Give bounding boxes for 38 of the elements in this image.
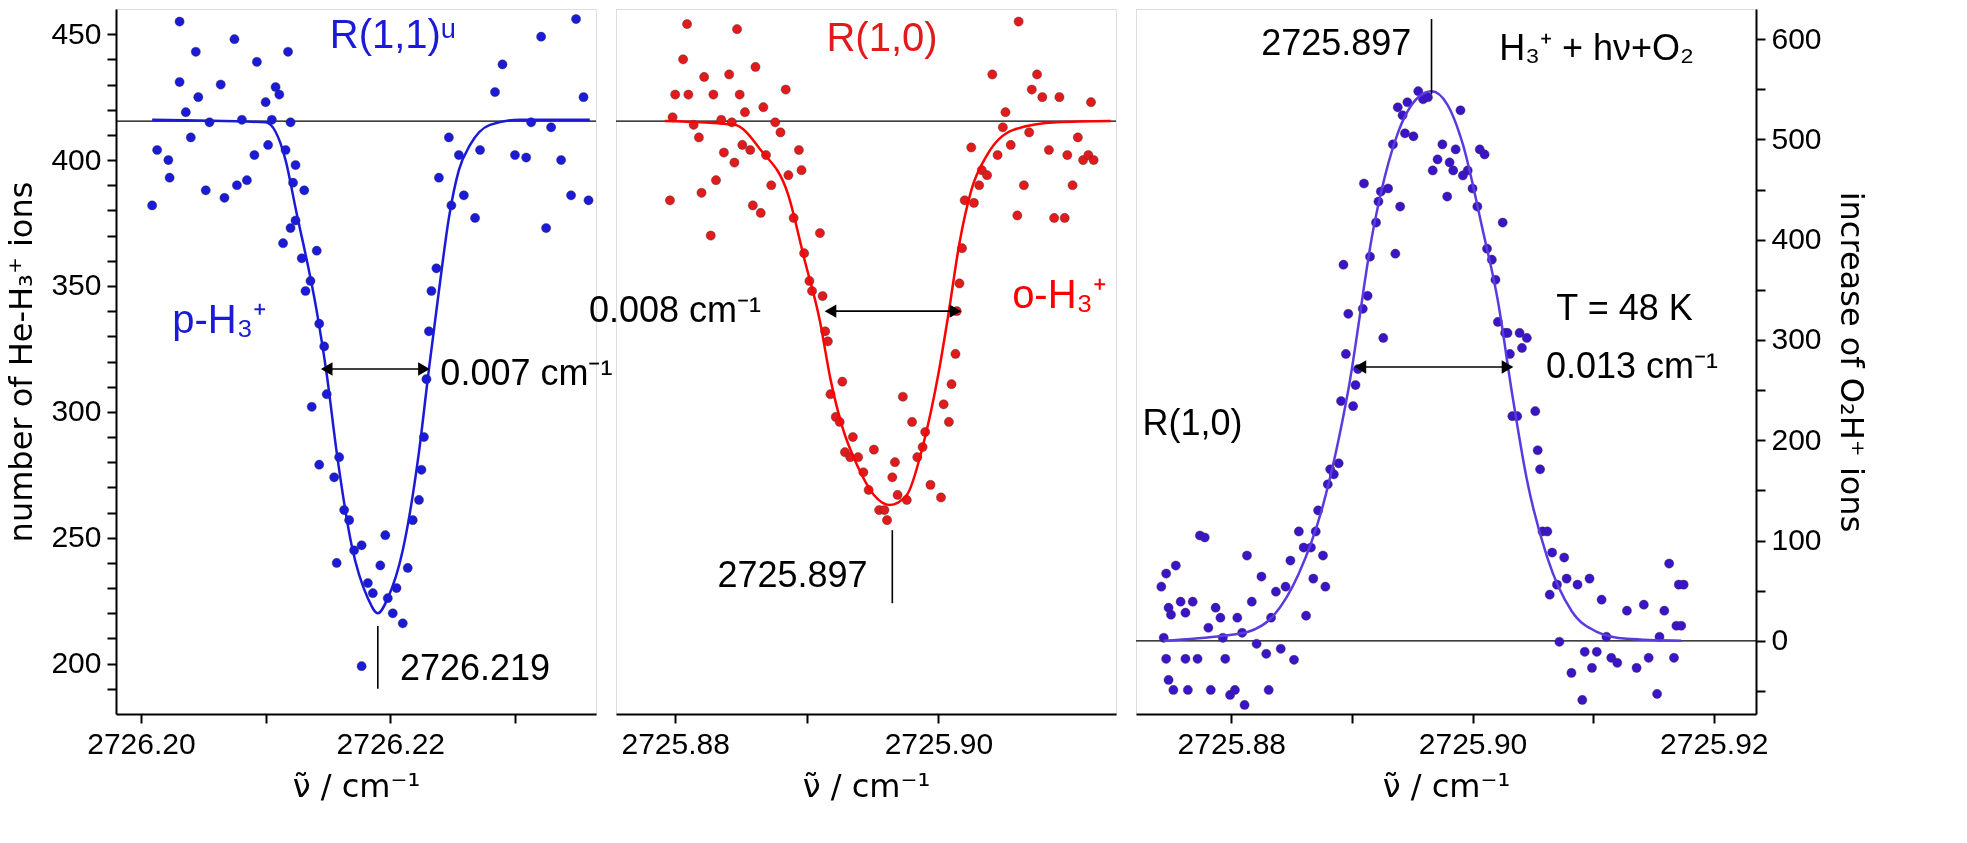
y-tick-label: 250 <box>51 520 102 554</box>
y-tick-label: 200 <box>51 646 102 680</box>
y-tick-label: 400 <box>51 142 102 176</box>
annotation: 2725.897 <box>717 553 868 595</box>
annotation: 0.007 cm⁻¹ <box>440 352 613 394</box>
y2-tick-label: 0 <box>1771 623 1789 657</box>
y-tick-label: 450 <box>51 16 102 50</box>
annotation: 2726.219 <box>399 646 551 688</box>
y2-tick-label: 600 <box>1771 21 1822 55</box>
y-tick-label: 350 <box>51 268 102 302</box>
x-tick-label: 2726.20 <box>87 726 196 760</box>
series-label: o-H₃⁺ <box>1012 271 1107 316</box>
annotation: 2725.897 <box>1261 22 1412 64</box>
x-tick-label: 2725.90 <box>1418 726 1528 760</box>
y-axis-title: number of He-H₃⁺ ions <box>2 181 41 543</box>
annotation: R(1,0) <box>1142 402 1243 444</box>
y2-tick-label: 300 <box>1771 322 1822 356</box>
x-axis-title: ν̃ / cm⁻¹ <box>802 766 931 805</box>
annotation: H₃⁺ + hν+O₂ <box>1499 27 1695 69</box>
annotation: 0.008 cm⁻¹ <box>588 289 762 331</box>
series-label: R(1,0) <box>826 15 938 60</box>
series-label: p-H₃⁺ <box>172 297 268 342</box>
x-tick-label: 2725.88 <box>621 726 730 760</box>
x-axis-title: ν̃ / cm⁻¹ <box>1382 766 1511 805</box>
x-tick-label: 2725.88 <box>1177 726 1287 760</box>
y2-tick-label: 400 <box>1771 222 1822 256</box>
y2-tick-label: 100 <box>1771 523 1822 557</box>
annotation: T = 48 K <box>1556 286 1693 328</box>
x-tick-label: 2725.90 <box>884 726 994 760</box>
y2-tick-label: 500 <box>1771 121 1822 155</box>
y-tick-label: 300 <box>51 394 102 428</box>
y2-axis-title: increase of O₂H⁺ ions <box>1832 191 1871 533</box>
series-label: R(1,1)ᵘ <box>329 12 457 57</box>
annotation: 0.013 cm⁻¹ <box>1545 345 1719 387</box>
x-tick-label: 2725.92 <box>1660 726 1769 760</box>
x-axis-title: ν̃ / cm⁻¹ <box>292 766 421 805</box>
y2-tick-label: 200 <box>1771 422 1822 456</box>
x-tick-label: 2726.22 <box>336 726 446 760</box>
